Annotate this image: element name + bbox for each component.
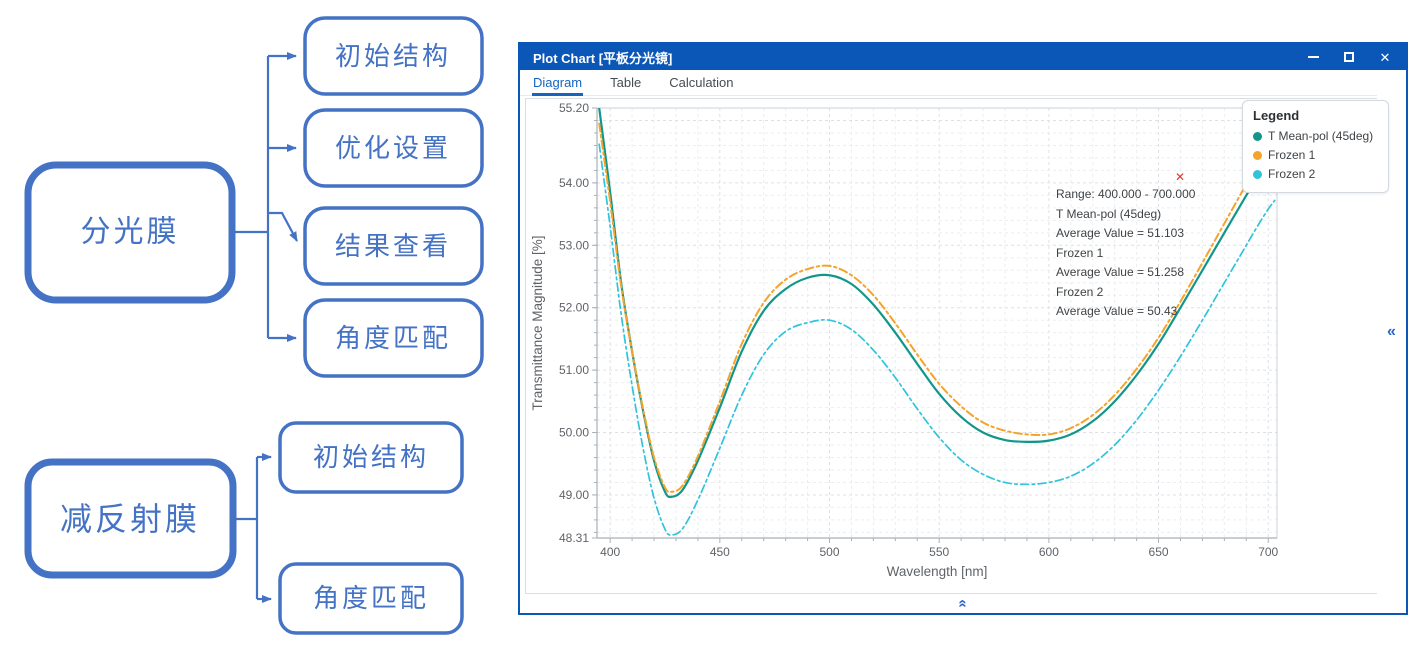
flow-box-angle-matching-2[interactable] — [278, 562, 464, 635]
tab-table[interactable]: Table — [610, 74, 642, 90]
window-controls: ✕ — [1306, 50, 1392, 64]
series-dot-icon — [1253, 151, 1262, 160]
flow-box-initial-structure-2[interactable] — [278, 421, 464, 494]
flow-box-label: 角度匹配 — [335, 323, 451, 353]
minimize-icon — [1307, 56, 1319, 58]
flow-box-label: 初始结构 — [313, 442, 429, 472]
y-tick-label: 50.00 — [559, 426, 589, 440]
flow-box-angle-matching-1[interactable] — [303, 298, 484, 378]
bottom-collapse-strip: « — [520, 594, 1406, 613]
annotation-line: Frozen 2 — [1056, 284, 1104, 299]
y-tick-label: 52.00 — [559, 301, 589, 315]
flow-box-initial-structure-1[interactable] — [303, 16, 484, 96]
legend-item-label: Frozen 2 — [1268, 167, 1316, 181]
window-title-bar[interactable]: Plot Chart [平板分光镜] ✕ — [520, 44, 1406, 70]
x-tick-label: 550 — [929, 545, 949, 559]
legend-item-label: Frozen 1 — [1268, 148, 1316, 162]
y-tick-label: 54.00 — [559, 176, 589, 190]
x-tick-label: 650 — [1149, 545, 1169, 559]
connector-branch-1-3 — [268, 211, 298, 242]
legend: Legend T Mean-pol (45deg) Frozen 1 Froze… — [1242, 100, 1389, 193]
flow-box-label: 优化设置 — [335, 133, 451, 163]
tab-bar: Diagram Table Calculation — [520, 70, 1406, 96]
flow-box-antireflection-root[interactable] — [24, 458, 237, 579]
plot-chart-window: Plot Chart [平板分光镜] ✕ Diagram Table Calcu… — [518, 42, 1408, 615]
flow-box-beamsplitter-root[interactable] — [24, 161, 236, 304]
series-curve-1[interactable] — [598, 122, 1276, 494]
legend-item-frozen-1[interactable]: Frozen 1 — [1253, 146, 1378, 165]
annotation-close-icon[interactable]: ✕ — [1175, 170, 1186, 184]
legend-item-label: T Mean-pol (45deg) — [1268, 129, 1374, 143]
close-button[interactable]: ✕ — [1378, 50, 1392, 64]
plot-canvas[interactable]: 400 450 500 550 600 650 700 48.31 49.00 50.00 51.0… — [526, 99, 1380, 595]
y-tick-label: 48.31 — [559, 531, 589, 545]
close-icon: ✕ — [1379, 49, 1391, 65]
series-dot-icon — [1253, 132, 1262, 141]
annotation-line: Average Value = 51.258 — [1056, 265, 1184, 279]
y-tick-label: 49.00 — [559, 488, 589, 502]
x-tick-label: 700 — [1258, 545, 1278, 559]
chart-panel: 400 450 500 550 600 650 700 48.31 49.00 50.00 51.0… — [525, 98, 1379, 594]
x-tick-label: 600 — [1039, 545, 1059, 559]
annotation-line: Average Value = 51.103 — [1056, 226, 1184, 240]
legend-item-t-mean-pol[interactable]: T Mean-pol (45deg) — [1253, 127, 1378, 146]
annotation-line: T Mean-pol (45deg) — [1056, 206, 1162, 221]
flow-box-optimization-settings[interactable] — [303, 108, 484, 188]
tab-diagram[interactable]: Diagram — [532, 71, 584, 96]
range-annotation: Range: 400.000 - 700.000 T Mean-pol (45d… — [1056, 185, 1195, 322]
tab-calculation[interactable]: Calculation — [669, 74, 734, 90]
y-tick-label: 53.00 — [559, 238, 589, 252]
window-title: Plot Chart [平板分光镜] — [533, 50, 673, 66]
legend-title: Legend — [1253, 108, 1300, 123]
series-curve-2[interactable] — [598, 143, 1276, 536]
y-tick-label: 51.00 — [559, 363, 589, 377]
x-tick-label: 500 — [820, 545, 840, 559]
maximize-button[interactable] — [1342, 50, 1356, 64]
minimize-button[interactable] — [1306, 50, 1320, 64]
flow-box-label: 角度匹配 — [313, 583, 429, 613]
flow-box-label: 结果查看 — [335, 231, 451, 261]
collapse-up-icon[interactable]: « — [954, 599, 972, 608]
flow-box-label: 减反射膜 — [60, 501, 200, 537]
x-tick-label: 450 — [710, 545, 730, 559]
collapse-left-icon[interactable]: « — [1387, 323, 1396, 340]
legend-item-frozen-2[interactable]: Frozen 2 — [1253, 165, 1378, 184]
annotation-line: Range: 400.000 - 700.000 — [1056, 187, 1196, 201]
flowchart-diagram: 分光膜 初始结构 优化设置 结果查看 角度匹配 减反射膜 初始结构 角度匹配 — [24, 16, 484, 635]
series-dot-icon — [1253, 170, 1262, 179]
y-tick-label: 55.20 — [559, 101, 589, 115]
annotation-line: Frozen 1 — [1056, 245, 1104, 260]
annotation-line: Average Value = 50.43 — [1056, 304, 1178, 318]
flow-box-label: 初始结构 — [335, 41, 451, 71]
y-axis-title: Transmittance Magnitude [%] — [530, 235, 545, 410]
x-tick-label: 400 — [600, 545, 620, 559]
x-axis-title: Wavelength [nm] — [887, 564, 988, 579]
series-curve-0[interactable] — [598, 108, 1276, 499]
flow-box-label: 分光膜 — [81, 216, 180, 249]
maximize-icon — [1344, 52, 1354, 62]
flow-box-result-view[interactable] — [303, 206, 484, 286]
